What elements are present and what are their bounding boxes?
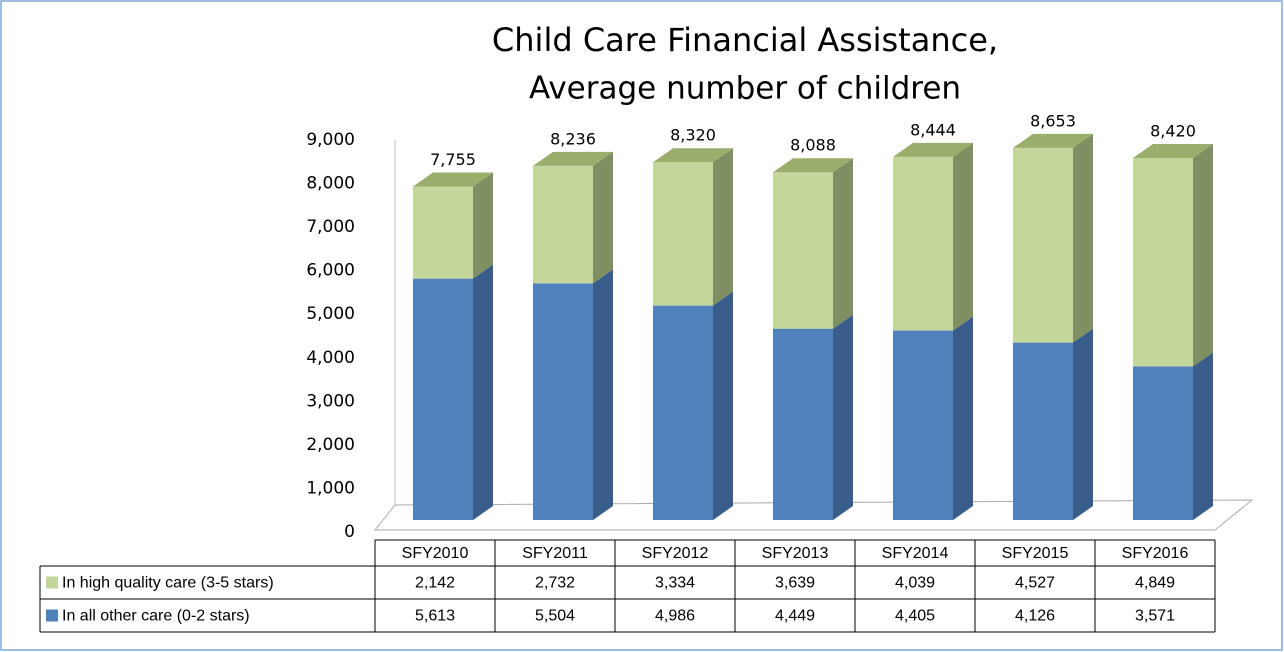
bar (1013, 342, 1073, 520)
x-tick-label: SFY2011 (522, 545, 588, 562)
bar (773, 172, 833, 329)
bar-side (953, 316, 973, 520)
bar-top (773, 158, 853, 173)
x-tick-label: SFY2012 (642, 545, 709, 562)
x-tick-label: SFY2015 (1002, 545, 1069, 562)
bar-top (1133, 143, 1213, 158)
y-tick-label: 1,000 (306, 478, 355, 498)
bar-top (1013, 133, 1093, 148)
legend-label: In high quality care (3-5 stars) (62, 575, 274, 592)
bar-top (653, 148, 733, 163)
bar-side (1073, 133, 1093, 343)
bar-top (893, 142, 973, 157)
bar-side (593, 269, 613, 520)
bar-side (833, 158, 853, 329)
table-cell: 4,405 (895, 608, 935, 625)
legend-swatch (46, 609, 58, 622)
bar (1133, 157, 1193, 367)
table-cell: 4,986 (655, 608, 695, 625)
chart-title: Child Care Financial Assistance, (492, 21, 998, 59)
bar-side (713, 148, 733, 306)
bar (413, 278, 473, 520)
bar-side (833, 314, 853, 520)
total-label: 8,444 (910, 120, 956, 139)
table-cell: 5,504 (535, 608, 575, 625)
table-cell: 3,639 (775, 575, 815, 592)
bar-top (533, 151, 613, 166)
bar-side (713, 291, 733, 520)
table-cell: 4,527 (1015, 575, 1055, 592)
bar (773, 328, 833, 520)
legend-swatch (46, 576, 58, 589)
x-tick-label: SFY2013 (762, 545, 829, 562)
table-cell: 4,126 (1015, 608, 1055, 625)
bar (893, 156, 953, 331)
table-cell: 5,613 (415, 608, 455, 625)
y-tick-label: 2,000 (306, 435, 355, 455)
table-cell: 3,334 (655, 575, 695, 592)
y-tick-label: 4,000 (306, 348, 355, 368)
y-tick-label: 0 (344, 522, 355, 542)
bar-side (1073, 328, 1093, 520)
bar (653, 162, 713, 306)
y-tick-label: 8,000 (306, 174, 355, 194)
y-tick-label: 7,000 (306, 217, 355, 237)
x-tick-label: SFY2014 (882, 545, 949, 562)
bar (533, 283, 593, 520)
table-cell: 2,732 (535, 575, 575, 592)
bar-side (1193, 143, 1213, 367)
table-cell: 2,142 (415, 575, 455, 592)
legend-label: In all other care (0-2 stars) (62, 608, 250, 625)
x-tick-label: SFY2010 (402, 545, 469, 562)
total-label: 8,653 (1030, 111, 1076, 130)
y-tick-label: 5,000 (306, 304, 355, 324)
total-label: 8,088 (790, 136, 836, 155)
bar-top (413, 172, 493, 187)
table-cell: 3,571 (1135, 608, 1175, 625)
y-tick-label: 6,000 (306, 261, 355, 281)
bar-side (953, 142, 973, 331)
x-tick-label: SFY2016 (1122, 545, 1189, 562)
bar (653, 305, 713, 520)
bar (893, 330, 953, 520)
bar (533, 165, 593, 284)
bar-side (1193, 352, 1213, 520)
chart-subtitle: Average number of children (529, 71, 961, 107)
bar (1133, 366, 1193, 520)
table-cell: 4,039 (895, 575, 935, 592)
table-cell: 4,849 (1135, 575, 1175, 592)
total-label: 8,320 (670, 126, 716, 145)
total-label: 8,236 (550, 129, 596, 148)
bar (1013, 147, 1073, 343)
bar (413, 186, 473, 279)
bar-side (593, 151, 613, 284)
bar-side (473, 264, 493, 520)
total-label: 7,755 (430, 150, 476, 169)
table-cell: 4,449 (775, 608, 815, 625)
y-tick-label: 3,000 (306, 391, 355, 411)
bar-side (473, 172, 493, 279)
y-tick-label: 9,000 (306, 130, 355, 150)
total-label: 8,420 (1150, 121, 1196, 140)
